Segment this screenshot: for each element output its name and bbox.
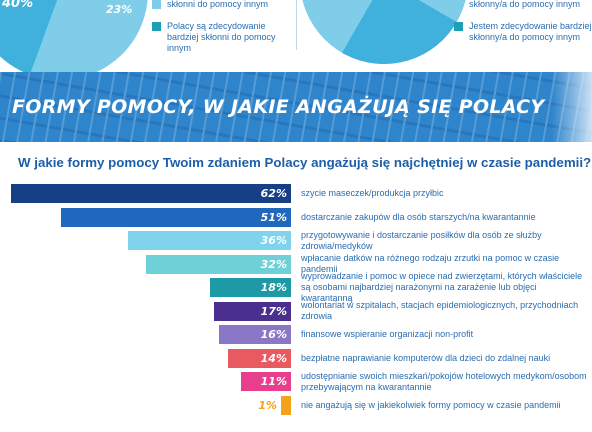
bar	[241, 372, 291, 391]
banner-edge	[552, 72, 592, 142]
legend-item: skłonni do pomocy innym	[152, 0, 287, 10]
bar-value-label: 18%	[260, 281, 287, 294]
bar	[11, 184, 291, 203]
legend-label: skłonni do pomocy innym	[167, 0, 269, 9]
pie-slice-small	[0, 0, 148, 80]
bar-category-label: nie angażują się w jakiekolwiek formy po…	[301, 399, 561, 410]
bar	[146, 254, 291, 274]
bar-category-label: finansowe wspieranie organizacji non-pro…	[301, 329, 474, 339]
bar-category-label: bezpłatne naprawianie komputerów dla dzi…	[301, 352, 551, 363]
bar-value-label: 51%	[260, 210, 287, 224]
bar-value-label: 14%	[260, 351, 287, 365]
section-divider	[296, 0, 297, 50]
bar-category-label: udostępnianie swoich mieszkań/pokojów ho…	[301, 370, 587, 392]
legend-label: Jestem zdecydowanie bardziej skłonny/a d…	[469, 21, 592, 42]
bar-category-label: dostarczanie zakupów dla osób starszych/…	[301, 211, 536, 222]
pie-chart-right	[300, 0, 468, 64]
legend-label: skłonny/a do pomocy innym	[469, 0, 581, 9]
bar	[218, 325, 291, 344]
bar	[214, 301, 291, 321]
pie-left-pct-small: 23%	[106, 3, 133, 16]
bar-value-label: 11%	[260, 375, 287, 388]
bar	[128, 231, 291, 250]
bar-value-label: 32%	[260, 257, 287, 271]
section-banner: FORMY POMOCY, W JAKIE ANGAŻUJĄ SIĘ POLAC…	[0, 72, 592, 142]
bar-value-label: 1%	[258, 398, 277, 412]
bar-category-label: wpłacanie datków na różnego rodzaju zrzu…	[301, 253, 560, 274]
legend-swatch	[454, 0, 463, 9]
chart-question: W jakie formy pomocy Twoim zdaniem Polac…	[18, 155, 592, 170]
banner-texture	[0, 72, 592, 142]
legend-item: Polacy są zdecydowanie bardziej skłonni …	[152, 21, 292, 54]
bar-value-label: 17%	[260, 304, 287, 318]
bar-category-label: przygotowywanie i dostarczanie posiłków …	[301, 229, 542, 251]
bar-chart: 62% szycie maseczek/produkcja przyłbic 51%…	[0, 182, 592, 432]
bar-category-label: wolontariat w szpitalach, stacjach epide…	[301, 300, 579, 321]
pie-left-pct-large: 40%	[2, 0, 34, 11]
banner-title: FORMY POMOCY, W JAKIE ANGAŻUJĄ SIĘ POLAC…	[12, 96, 545, 118]
legend-label: Polacy są zdecydowanie bardziej skłonni …	[167, 21, 276, 53]
pie-slice-partial	[300, 0, 468, 64]
legend-swatch	[454, 22, 463, 31]
bar-value-label: 62%	[260, 187, 287, 200]
bar-category-label: szycie maseczek/produkcja przyłbic	[301, 188, 444, 198]
bar-value-label: 16%	[260, 328, 287, 341]
legend-swatch	[152, 0, 161, 9]
legend-item: skłonny/a do pomocy innym	[454, 0, 589, 10]
legend-swatch	[152, 22, 161, 31]
bar	[60, 207, 291, 227]
bar-value-label: 36%	[260, 234, 287, 247]
bar-category-label: wyprowadzanie i pomoc w opiece nad zwier…	[301, 271, 583, 303]
legend-item: Jestem zdecydowanie bardziej skłonny/a d…	[454, 21, 592, 43]
bar	[209, 278, 291, 297]
bar	[281, 395, 291, 415]
pie-chart-left	[0, 0, 148, 80]
bar	[227, 348, 291, 368]
